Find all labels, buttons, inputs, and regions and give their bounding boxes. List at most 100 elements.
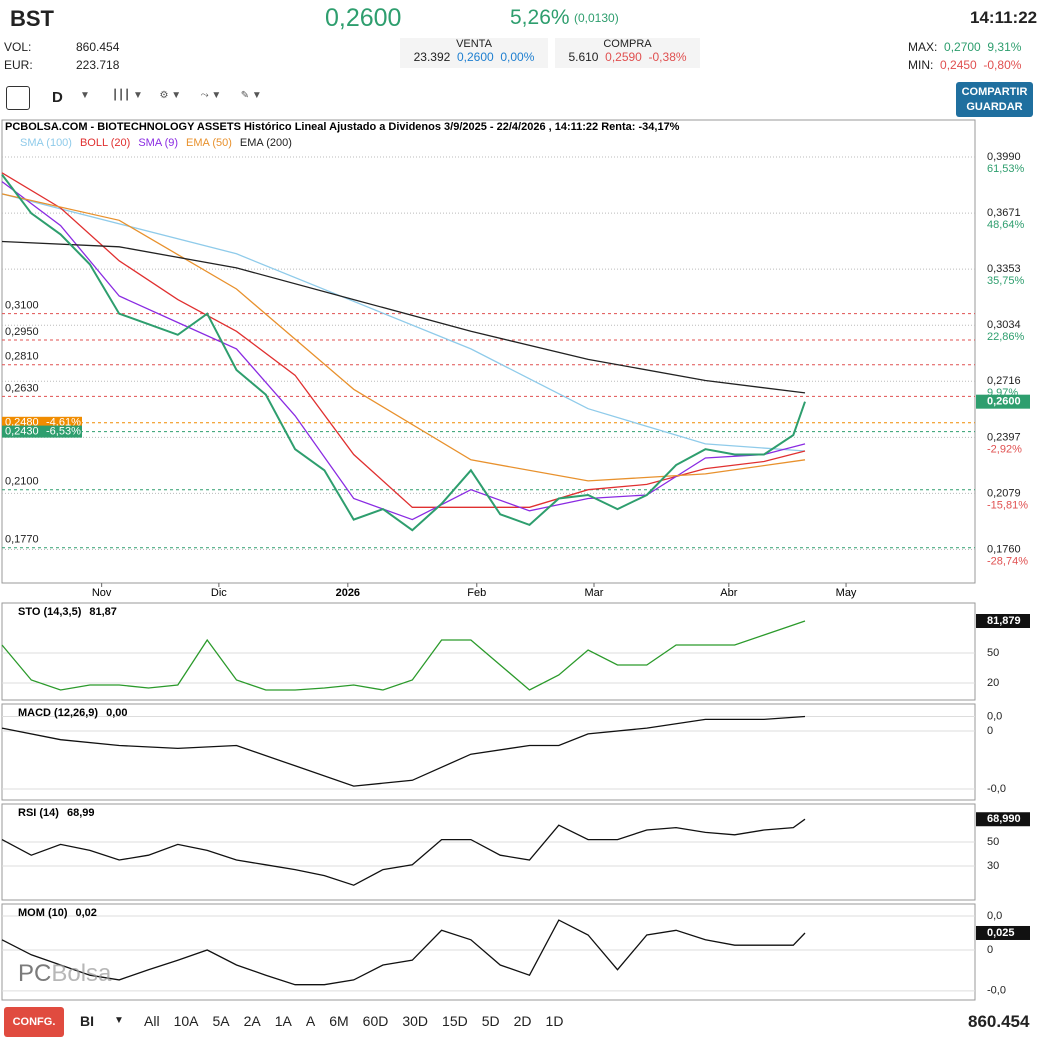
x-tick-label: Nov: [92, 587, 112, 599]
vol: 860.454: [76, 40, 120, 54]
y-tick-label: 0,1760: [987, 543, 1021, 555]
range-button[interactable]: 60D: [362, 1013, 389, 1029]
level-label: 0,2630: [5, 382, 39, 394]
last-badge: [976, 614, 1030, 628]
legend-entry: SMA (100): [20, 137, 72, 149]
panel-value: 0,00: [106, 707, 127, 719]
ranges: All 10A 5A 2A 1A A 6M 60D 30D 15D 5D 2D 1D: [144, 1013, 577, 1029]
x-tick-label: Mar: [585, 587, 604, 599]
panel-title: MOM (10): [18, 907, 68, 919]
y-tick-label: -0,0: [987, 783, 1006, 795]
y-tick-note: -15,81%: [987, 499, 1028, 511]
min-label: MIN:: [908, 58, 934, 72]
panel-value: 0,02: [76, 907, 97, 919]
level-note: -6,53%: [46, 426, 81, 438]
time: 14:11:22: [970, 8, 1038, 27]
legend-entry: EMA (50): [186, 137, 232, 149]
compra-pct: -0,38%: [648, 50, 687, 64]
max-pct: 9,31%: [987, 40, 1022, 54]
y-tick-label: 0,3353: [987, 263, 1021, 275]
y-tick-label: 0,0: [987, 910, 1002, 922]
range-button[interactable]: A: [305, 1013, 316, 1029]
panel-title: STO (14,3,5): [18, 606, 82, 618]
compra-price: 0,2590: [605, 50, 642, 64]
y-tick-note: -28,74%: [987, 555, 1028, 567]
range-button[interactable]: 5A: [212, 1013, 230, 1029]
series-line: [1, 240, 806, 394]
level-badge: [2, 425, 82, 438]
toolbar-icons[interactable]: ▼ ┃┃┃ ▼ ⚙ ▼ ⤳ ▼ ✎ ▼: [80, 90, 262, 101]
y-tick-label: -0,0: [987, 985, 1006, 997]
level-label: 0,3100: [5, 300, 39, 312]
panel-toggle[interactable]: [6, 86, 30, 110]
mode-arrow[interactable]: ▼: [114, 1015, 124, 1026]
value-line: [1, 173, 806, 532]
y-tick-note: 22,86%: [987, 331, 1025, 343]
watermark: PCBolsa: [18, 960, 111, 988]
period[interactable]: D: [52, 89, 63, 106]
x-tick-label: May: [836, 587, 857, 599]
range-button[interactable]: 2D: [513, 1013, 532, 1029]
legend-entry: BOLL (20): [80, 137, 130, 149]
last-badge: [976, 394, 1030, 409]
x-tick-label: Dic: [211, 587, 227, 599]
level-label: 0,2430: [5, 426, 39, 438]
legend-entry: SMA (9): [138, 137, 178, 149]
venta-pct: 0,00%: [500, 50, 535, 64]
panel-title: RSI (14): [18, 807, 59, 819]
range-button[interactable]: 1D: [545, 1013, 564, 1029]
y-tick-note: 35,75%: [987, 275, 1025, 287]
chart-title: PCBOLSA.COM - BIOTECHNOLOGY ASSETS Histó…: [5, 121, 680, 133]
venta-price: 0,2600: [456, 50, 494, 64]
footer-volume: 860.454: [968, 1012, 1030, 1031]
range-button[interactable]: 2A: [243, 1013, 261, 1029]
y-tick-label: 0,0: [987, 710, 1002, 722]
x-tick-label: Feb: [467, 587, 486, 599]
mode[interactable]: BI: [80, 1013, 94, 1029]
share-button[interactable]: COMPARTIR GUARDAR: [956, 82, 1033, 117]
y-tick-label: 50: [987, 647, 999, 659]
legend-entry: EMA (200): [240, 137, 292, 149]
compra-title: COMPRA: [603, 38, 652, 50]
y-tick-label: 50: [987, 836, 999, 848]
vol-label: VOL:: [4, 40, 32, 54]
min-pct: -0,80%: [983, 58, 1022, 72]
share[interactable]: COMPARTIR: [961, 86, 1028, 98]
y-tick-label: 0,3034: [987, 319, 1021, 331]
level-label: 0,2810: [5, 351, 39, 363]
range-button[interactable]: 5D: [481, 1013, 500, 1029]
eur-label: EUR:: [4, 58, 33, 72]
panel-value: 68,99: [67, 807, 95, 819]
max-price: 0,2700: [944, 40, 981, 54]
eur: 223.718: [76, 58, 120, 72]
panel-title: MACD (12,26,9): [18, 707, 98, 719]
y-tick-label: 0,2079: [987, 487, 1021, 499]
last-label: 0,2600: [987, 396, 1021, 408]
range-button[interactable]: 15D: [442, 1013, 468, 1029]
last-badge: [976, 925, 1030, 940]
max-row: MAX: 0,2700 9,31%: [908, 40, 1021, 54]
last-label: 0,025: [987, 927, 1015, 939]
watermark-bolsa: Bolsa: [51, 960, 112, 987]
y-tick-label: 0: [987, 944, 993, 956]
level-label: 0,1770: [5, 534, 39, 546]
venta-title: VENTA: [456, 38, 492, 50]
min-price: 0,2450: [940, 58, 977, 72]
venta-qty: 23.392: [413, 50, 451, 64]
range-button[interactable]: 30D: [402, 1013, 429, 1029]
range-button[interactable]: 6M: [329, 1013, 349, 1029]
max-label: MAX:: [908, 40, 938, 54]
symbol: BST: [10, 6, 54, 31]
range-button[interactable]: 1A: [274, 1013, 292, 1029]
range-button[interactable]: 10A: [173, 1013, 199, 1029]
level-label: 0,2100: [5, 476, 39, 488]
range-button[interactable]: All: [144, 1013, 160, 1029]
config-button[interactable]: CONFG.: [4, 1007, 64, 1037]
compra-box: COMPRA 5.610 0,2590 -0,38%: [555, 38, 700, 68]
save[interactable]: GUARDAR: [966, 101, 1023, 113]
min-row: MIN: 0,2450 -0,80%: [908, 58, 1021, 72]
last-label: 81,879: [987, 615, 1021, 627]
y-tick-label: 0,2397: [987, 431, 1021, 443]
value-line: [1, 715, 806, 787]
